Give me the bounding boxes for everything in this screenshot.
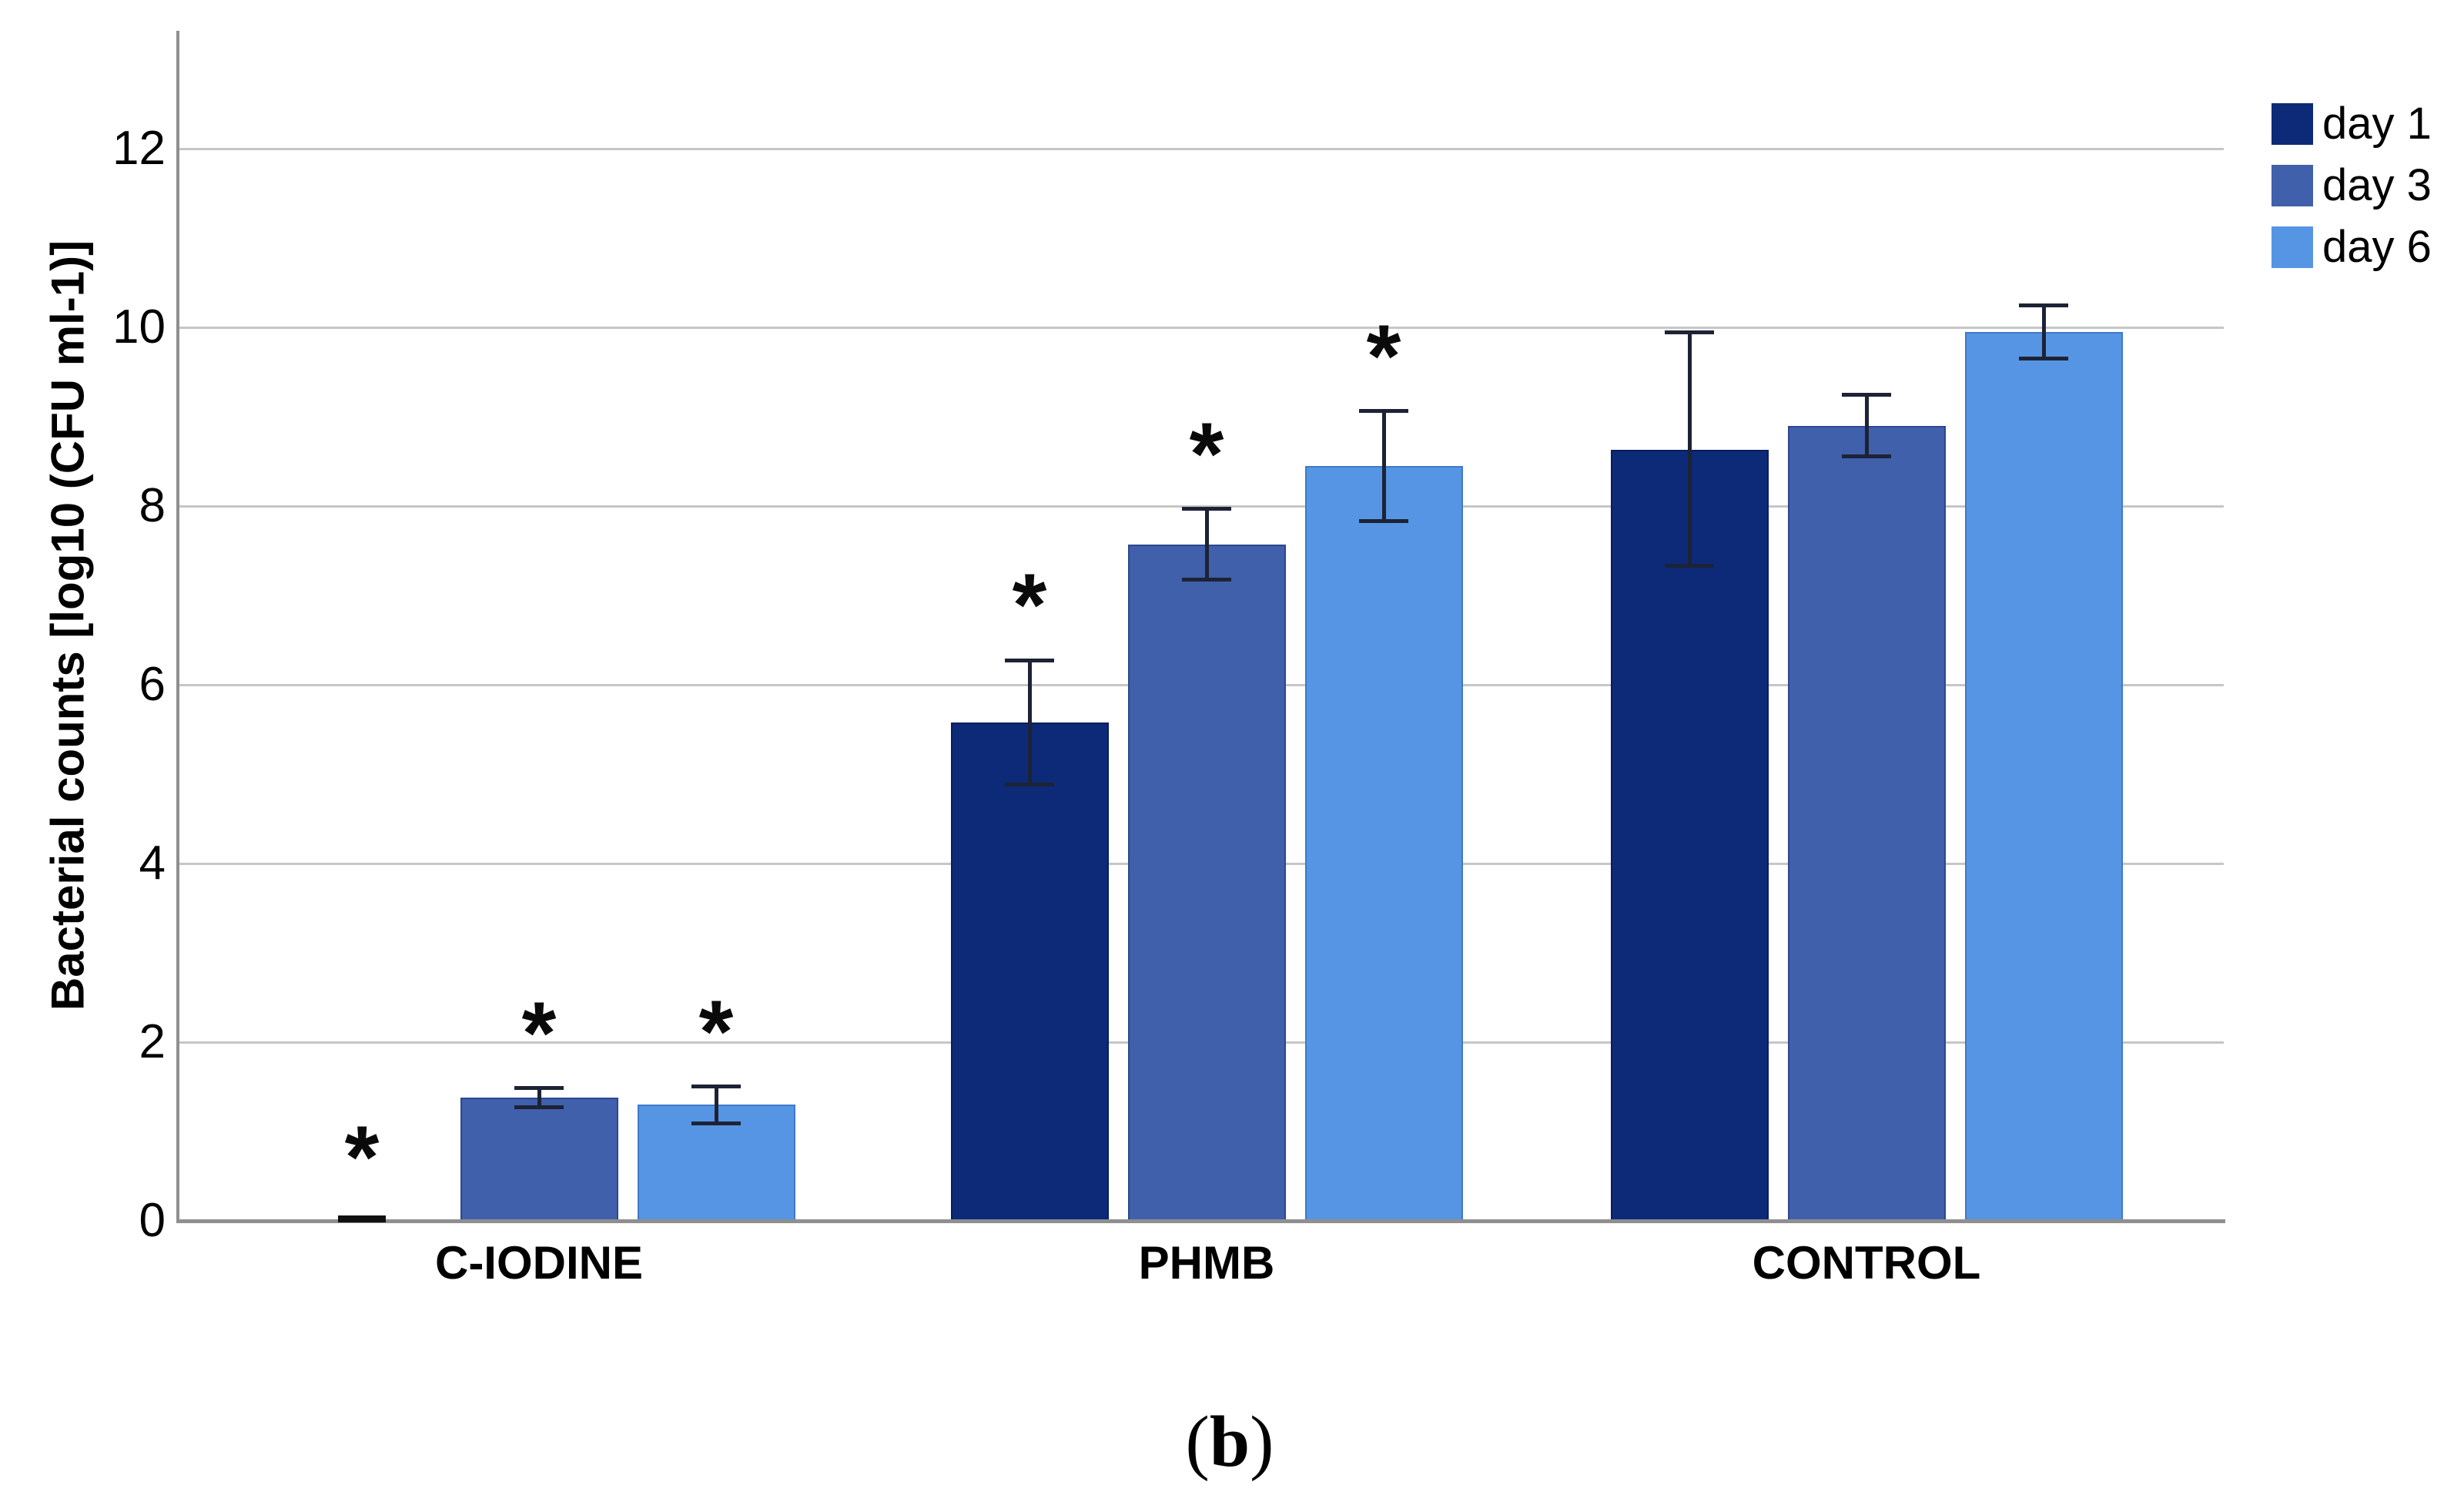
error-bar-cap-bottom [1359,518,1408,523]
bar-phmb-day3 [1128,544,1286,1222]
error-bar-cap-top [1665,330,1714,334]
error-bar-line [1688,331,1692,566]
y-tick-label: 6 [139,658,166,711]
legend-swatch-day-1 [2272,103,2313,145]
error-bar-line [1028,659,1032,785]
error-bar-cap-top [1842,393,1891,397]
legend-item-day-3: day 3 [2272,163,2432,208]
legend-label: day 3 [2322,160,2432,210]
error-bar-cap-top [1005,658,1054,662]
legend-swatch-day-3 [2272,165,2313,206]
error-bar-line [1382,410,1386,521]
error-bar-cap-bottom [1182,578,1231,582]
x-axis-label-c-iodine: C-IODINE [435,1237,643,1289]
error-bar-cap-bottom [1665,563,1714,568]
error-bar-line [715,1085,718,1124]
gridline-y8 [176,505,2224,508]
error-bar-line [1205,508,1209,581]
significance-asterisk: * [1366,307,1401,406]
error-bar-cap-top [1182,507,1231,511]
error-bar-cap-top [691,1084,741,1088]
error-bar-line [1865,394,1869,458]
bar-phmb-day1 [951,722,1109,1222]
significance-asterisk: * [344,1108,380,1208]
caption-letter: b [1209,1402,1250,1482]
y-axis-title: Bacterial counts [log10 (CFU ml-1)] [42,240,94,1011]
y-tick-label: 4 [139,836,166,890]
significance-asterisk: * [1012,556,1047,655]
figure-caption: (b) [1114,1403,1345,1480]
legend-label: day 1 [2322,99,2432,149]
error-bar-cap-bottom [2019,356,2068,360]
error-bar-cap-bottom [1005,782,1054,786]
legend-label: day 6 [2322,222,2432,272]
y-axis-line [176,31,179,1223]
bar-control-day3 [1788,425,1946,1222]
significance-asterisk: * [698,982,734,1081]
legend-item-day-6: day 6 [2272,225,2432,270]
bar-control-day6 [1965,331,2123,1222]
gridline-y12 [176,148,2224,150]
legend: day 1 day 3 day 6 [2272,102,2432,287]
error-bar-cap-top [2019,303,2068,307]
y-tick-label: 10 [112,300,166,354]
error-bar-cap-top [514,1086,564,1091]
significance-asterisk: * [521,984,557,1083]
caption-paren-close: ) [1250,1402,1274,1482]
y-tick-label: 0 [139,1194,166,1247]
error-bar-line [2042,305,2046,359]
error-bar-cap-bottom [691,1121,741,1125]
error-bar-cap-bottom [514,1105,564,1109]
error-bar-cap-top [1359,408,1408,413]
x-axis-label-phmb: PHMB [1138,1237,1275,1289]
legend-item-day-1: day 1 [2272,102,2432,146]
gridline-y10 [176,327,2224,329]
y-tick-label: 12 [112,122,166,175]
error-bar-line [537,1088,541,1108]
bar-phmb-day6 [1305,465,1463,1222]
x-axis-label-control: CONTROL [1752,1237,1981,1289]
legend-swatch-day-6 [2272,226,2313,268]
y-tick-label: 2 [139,1015,166,1068]
x-axis-line [176,1219,2225,1223]
significance-asterisk: * [1189,405,1224,505]
error-bar-cap-bottom [1842,454,1891,459]
y-tick-label: 8 [139,479,166,532]
caption-paren-open: ( [1185,1402,1210,1482]
bar-c-iodine-day3 [460,1097,618,1222]
zero-bar-c-iodine-day1 [338,1215,386,1222]
